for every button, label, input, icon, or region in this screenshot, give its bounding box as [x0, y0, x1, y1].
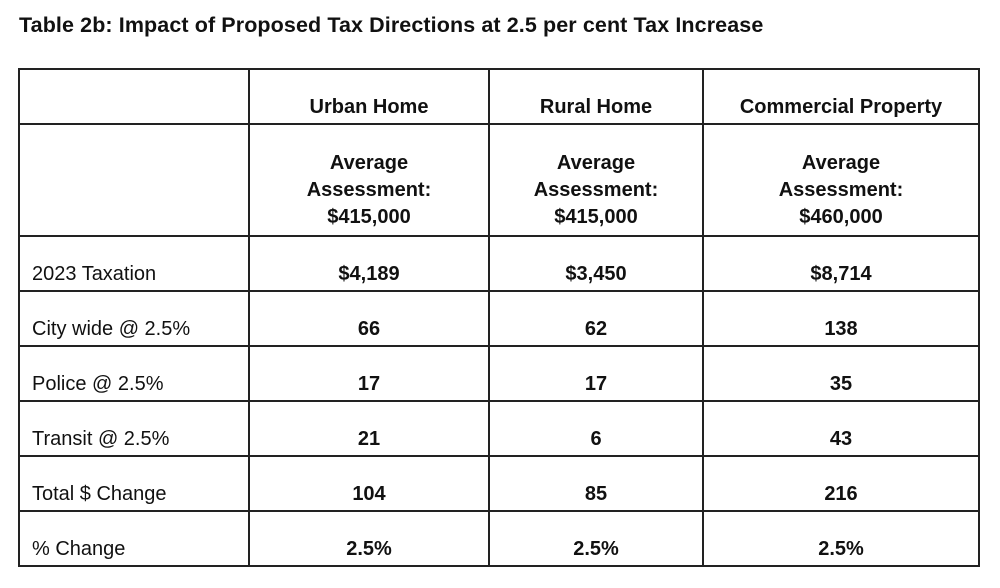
row-value: $3,450 [488, 235, 704, 292]
assessment-label: Average [329, 152, 409, 174]
table-row: Police @ 2.5% 17 17 35 [18, 345, 980, 402]
empty-header-cell [18, 68, 250, 125]
assessment-label: Assessment: [778, 179, 904, 201]
row-label: 2023 Taxation [18, 235, 250, 292]
assessment-value: $415,000 [327, 206, 411, 228]
assessment-cell-urban: Average Assessment: $415,000 [248, 123, 490, 237]
row-value: $8,714 [702, 235, 980, 292]
row-value: 2.5% [702, 510, 980, 567]
row-value: 138 [702, 290, 980, 347]
row-value: 17 [248, 345, 490, 402]
row-value: 104 [248, 455, 490, 512]
column-header-rural: Rural Home [488, 68, 704, 125]
empty-assessment-cell [18, 123, 250, 237]
row-value: 62 [488, 290, 704, 347]
row-label: Transit @ 2.5% [18, 400, 250, 457]
table-row: 2023 Taxation $4,189 $3,450 $8,714 [18, 235, 980, 292]
row-label: Total $ Change [18, 455, 250, 512]
table-row: Total $ Change 104 85 216 [18, 455, 980, 512]
row-value: 2.5% [248, 510, 490, 567]
assessment-label: Average [801, 152, 881, 174]
table-row: % Change 2.5% 2.5% 2.5% [18, 510, 980, 567]
row-value: 6 [488, 400, 704, 457]
column-header-urban: Urban Home [248, 68, 490, 125]
assessment-cell-rural: Average Assessment: $415,000 [488, 123, 704, 237]
row-label: City wide @ 2.5% [18, 290, 250, 347]
header-row: Urban Home Rural Home Commercial Propert… [18, 68, 980, 125]
assessment-cell-commercial: Average Assessment: $460,000 [702, 123, 980, 237]
row-label: Police @ 2.5% [18, 345, 250, 402]
table-row: City wide @ 2.5% 66 62 138 [18, 290, 980, 347]
row-value: 17 [488, 345, 704, 402]
assessment-label: Average [556, 152, 636, 174]
row-value: 2.5% [488, 510, 704, 567]
row-value: 85 [488, 455, 704, 512]
row-value: 43 [702, 400, 980, 457]
row-label: % Change [18, 510, 250, 567]
row-value: 216 [702, 455, 980, 512]
row-value: 66 [248, 290, 490, 347]
table-title: Table 2b: Impact of Proposed Tax Directi… [19, 13, 764, 37]
assessment-label: Assessment: [306, 179, 432, 201]
assessment-value: $460,000 [799, 206, 883, 228]
assessment-label: Assessment: [533, 179, 659, 201]
row-value: $4,189 [248, 235, 490, 292]
assessment-row: Average Assessment: $415,000 Average Ass… [18, 123, 980, 237]
row-value: 21 [248, 400, 490, 457]
table-row: Transit @ 2.5% 21 6 43 [18, 400, 980, 457]
row-value: 35 [702, 345, 980, 402]
tax-impact-table: Urban Home Rural Home Commercial Propert… [18, 68, 980, 567]
column-header-commercial: Commercial Property [702, 68, 980, 125]
assessment-value: $415,000 [554, 206, 638, 228]
